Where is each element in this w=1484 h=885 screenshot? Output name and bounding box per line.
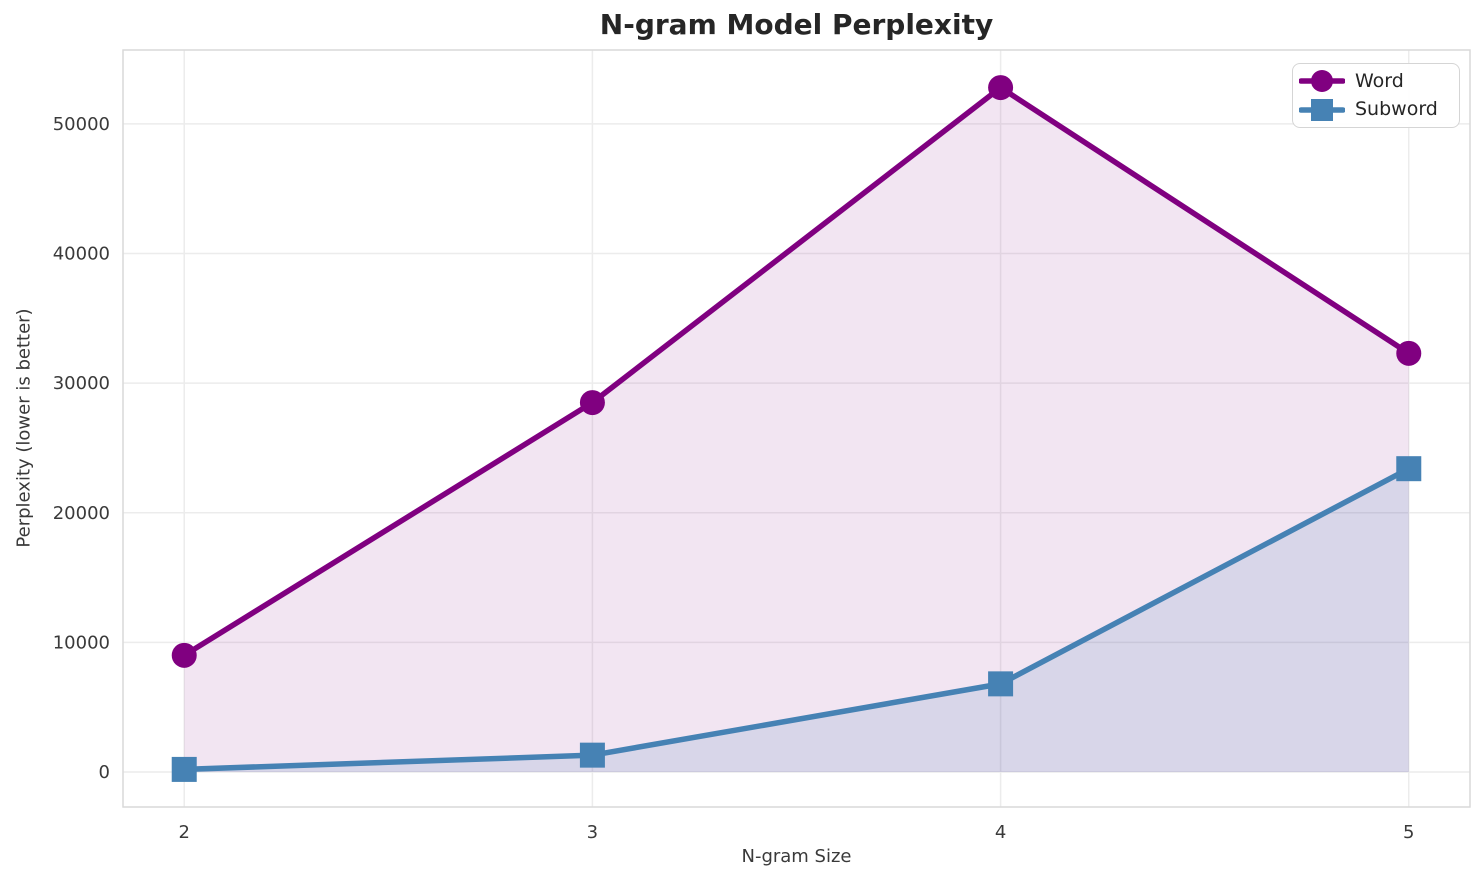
x-tick-label: 5 (1403, 822, 1414, 843)
y-tick-label: 0 (99, 762, 110, 783)
subword-marker (171, 756, 197, 782)
subword-marker (988, 671, 1014, 697)
legend-item-subword: Subword (1299, 96, 1453, 124)
y-tick-label: 50000 (53, 114, 110, 135)
y-tick-label: 10000 (53, 632, 110, 653)
y-tick-label: 40000 (53, 244, 110, 265)
word-marker (579, 390, 605, 416)
subword-legend-square (1311, 98, 1333, 121)
subword-legend-marker (1299, 98, 1345, 121)
y-tick-label: 30000 (53, 373, 110, 394)
y-tick-label: 20000 (53, 503, 110, 524)
word-marker (988, 75, 1014, 101)
legend: Word Subword (1292, 63, 1460, 128)
x-tick-label: 2 (179, 822, 190, 843)
legend-label-word: Word (1355, 69, 1404, 92)
chart-title: N-gram Model Perplexity (599, 8, 994, 41)
x-axis-label: N-gram Size (741, 846, 852, 867)
word-line (181, 84, 1412, 659)
subword-line (181, 465, 1412, 773)
word-marker (171, 642, 197, 668)
subword-marker (579, 742, 605, 768)
x-tick-label: 4 (995, 822, 1006, 843)
subword-area-fill (184, 468, 1409, 773)
x-tick-label: 3 (587, 822, 598, 843)
subword-marker (1396, 456, 1422, 482)
word-area-fill (184, 87, 1409, 773)
word-legend-dot (1311, 70, 1333, 93)
word-marker (1396, 340, 1422, 366)
legend-label-subword: Subword (1355, 98, 1438, 121)
plot-border (122, 49, 1471, 808)
word-legend-marker (1299, 70, 1345, 93)
y-axis-label: Perplexity (lower is better) (13, 308, 35, 548)
legend-item-word: Word (1299, 67, 1453, 95)
